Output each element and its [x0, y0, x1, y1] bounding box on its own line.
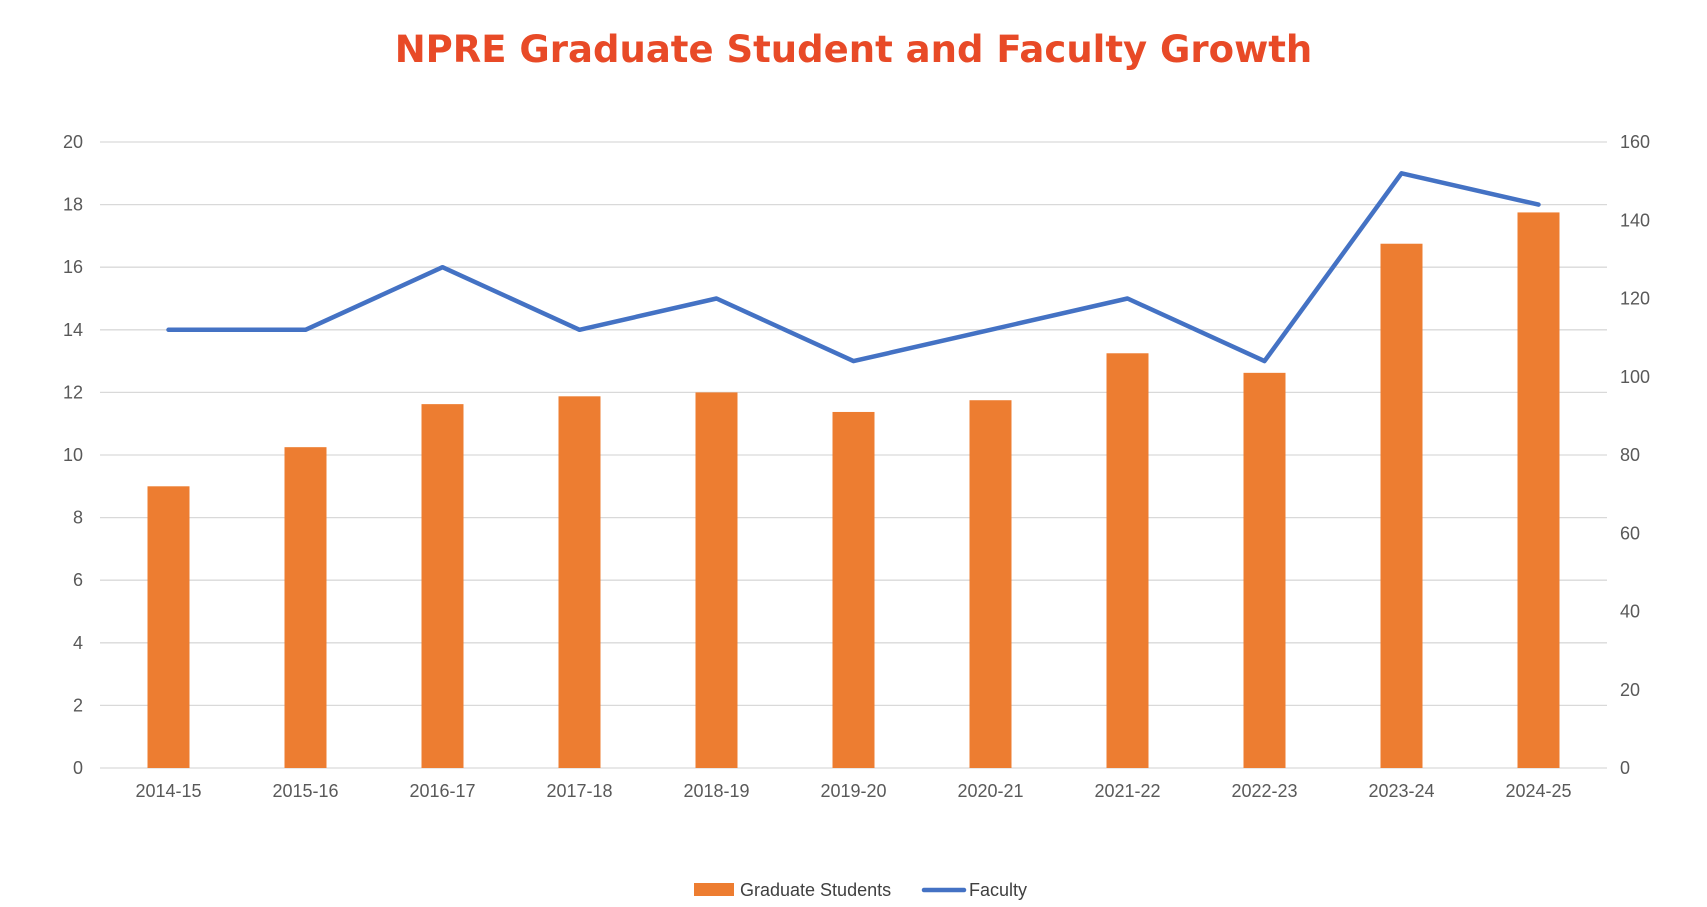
x-tick-label: 2014-15: [135, 781, 201, 801]
y-right-tick-label: 140: [1620, 210, 1650, 230]
y-left-tick-label: 20: [63, 132, 83, 152]
bar-graduate-students: [284, 447, 327, 768]
x-tick-label: 2018-19: [683, 781, 749, 801]
bar-graduate-students: [1517, 212, 1560, 769]
bar-graduate-students: [1243, 372, 1286, 768]
x-tick-label: 2022-23: [1231, 781, 1297, 801]
bar-graduate-students: [969, 400, 1012, 768]
y-right-tick-label: 0: [1620, 758, 1630, 778]
y-right-tick-label: 40: [1620, 602, 1640, 622]
bar-graduate-students: [558, 396, 601, 768]
y-right-tick-label: 120: [1620, 289, 1650, 309]
y-right-tick-label: 80: [1620, 445, 1640, 465]
y-left-tick-label: 16: [63, 257, 83, 277]
bar-graduate-students: [421, 404, 464, 768]
bar-graduate-students: [695, 392, 738, 768]
x-tick-label: 2015-16: [272, 781, 338, 801]
legend: Graduate Students Faculty: [694, 880, 1027, 900]
y-left-tick-label: 12: [63, 382, 83, 402]
y-right-tick-label: 160: [1620, 132, 1650, 152]
y-right-tick-label: 100: [1620, 367, 1650, 387]
legend-label-faculty: Faculty: [969, 880, 1027, 900]
bar-graduate-students: [1380, 243, 1423, 769]
bar-graduate-students: [1106, 353, 1149, 768]
chart-title: NPRE Graduate Student and Faculty Growth: [394, 28, 1313, 71]
axis-labels: 0 2 4 6 8 10 12 14 16 18 20 0 20 40 60 80 100 120 140 160 20…: [63, 132, 1650, 801]
x-tick-label: 2024-25: [1505, 781, 1571, 801]
bars-graduate-students: [147, 212, 1560, 769]
y-left-tick-label: 0: [73, 758, 83, 778]
legend-label-graduate-students: Graduate Students: [740, 880, 891, 900]
y-left-tick-label: 14: [63, 320, 83, 340]
x-tick-label: 2020-21: [957, 781, 1023, 801]
y-right-tick-label: 60: [1620, 523, 1640, 543]
y-left-tick-label: 2: [73, 695, 83, 715]
x-tick-label: 2016-17: [409, 781, 475, 801]
legend-swatch-graduate-students: [694, 883, 734, 896]
y-left-tick-label: 10: [63, 445, 83, 465]
bar-graduate-students: [832, 411, 875, 768]
y-left-tick-label: 18: [63, 195, 83, 215]
x-tick-label: 2023-24: [1368, 781, 1434, 801]
y-right-tick-label: 20: [1620, 680, 1640, 700]
y-left-tick-label: 4: [73, 633, 83, 653]
y-left-tick-label: 6: [73, 570, 83, 590]
x-tick-label: 2021-22: [1094, 781, 1160, 801]
x-tick-label: 2019-20: [820, 781, 886, 801]
x-tick-label: 2017-18: [546, 781, 612, 801]
y-left-tick-label: 8: [73, 508, 83, 528]
bar-graduate-students: [147, 486, 190, 768]
line-faculty: [166, 171, 1541, 364]
